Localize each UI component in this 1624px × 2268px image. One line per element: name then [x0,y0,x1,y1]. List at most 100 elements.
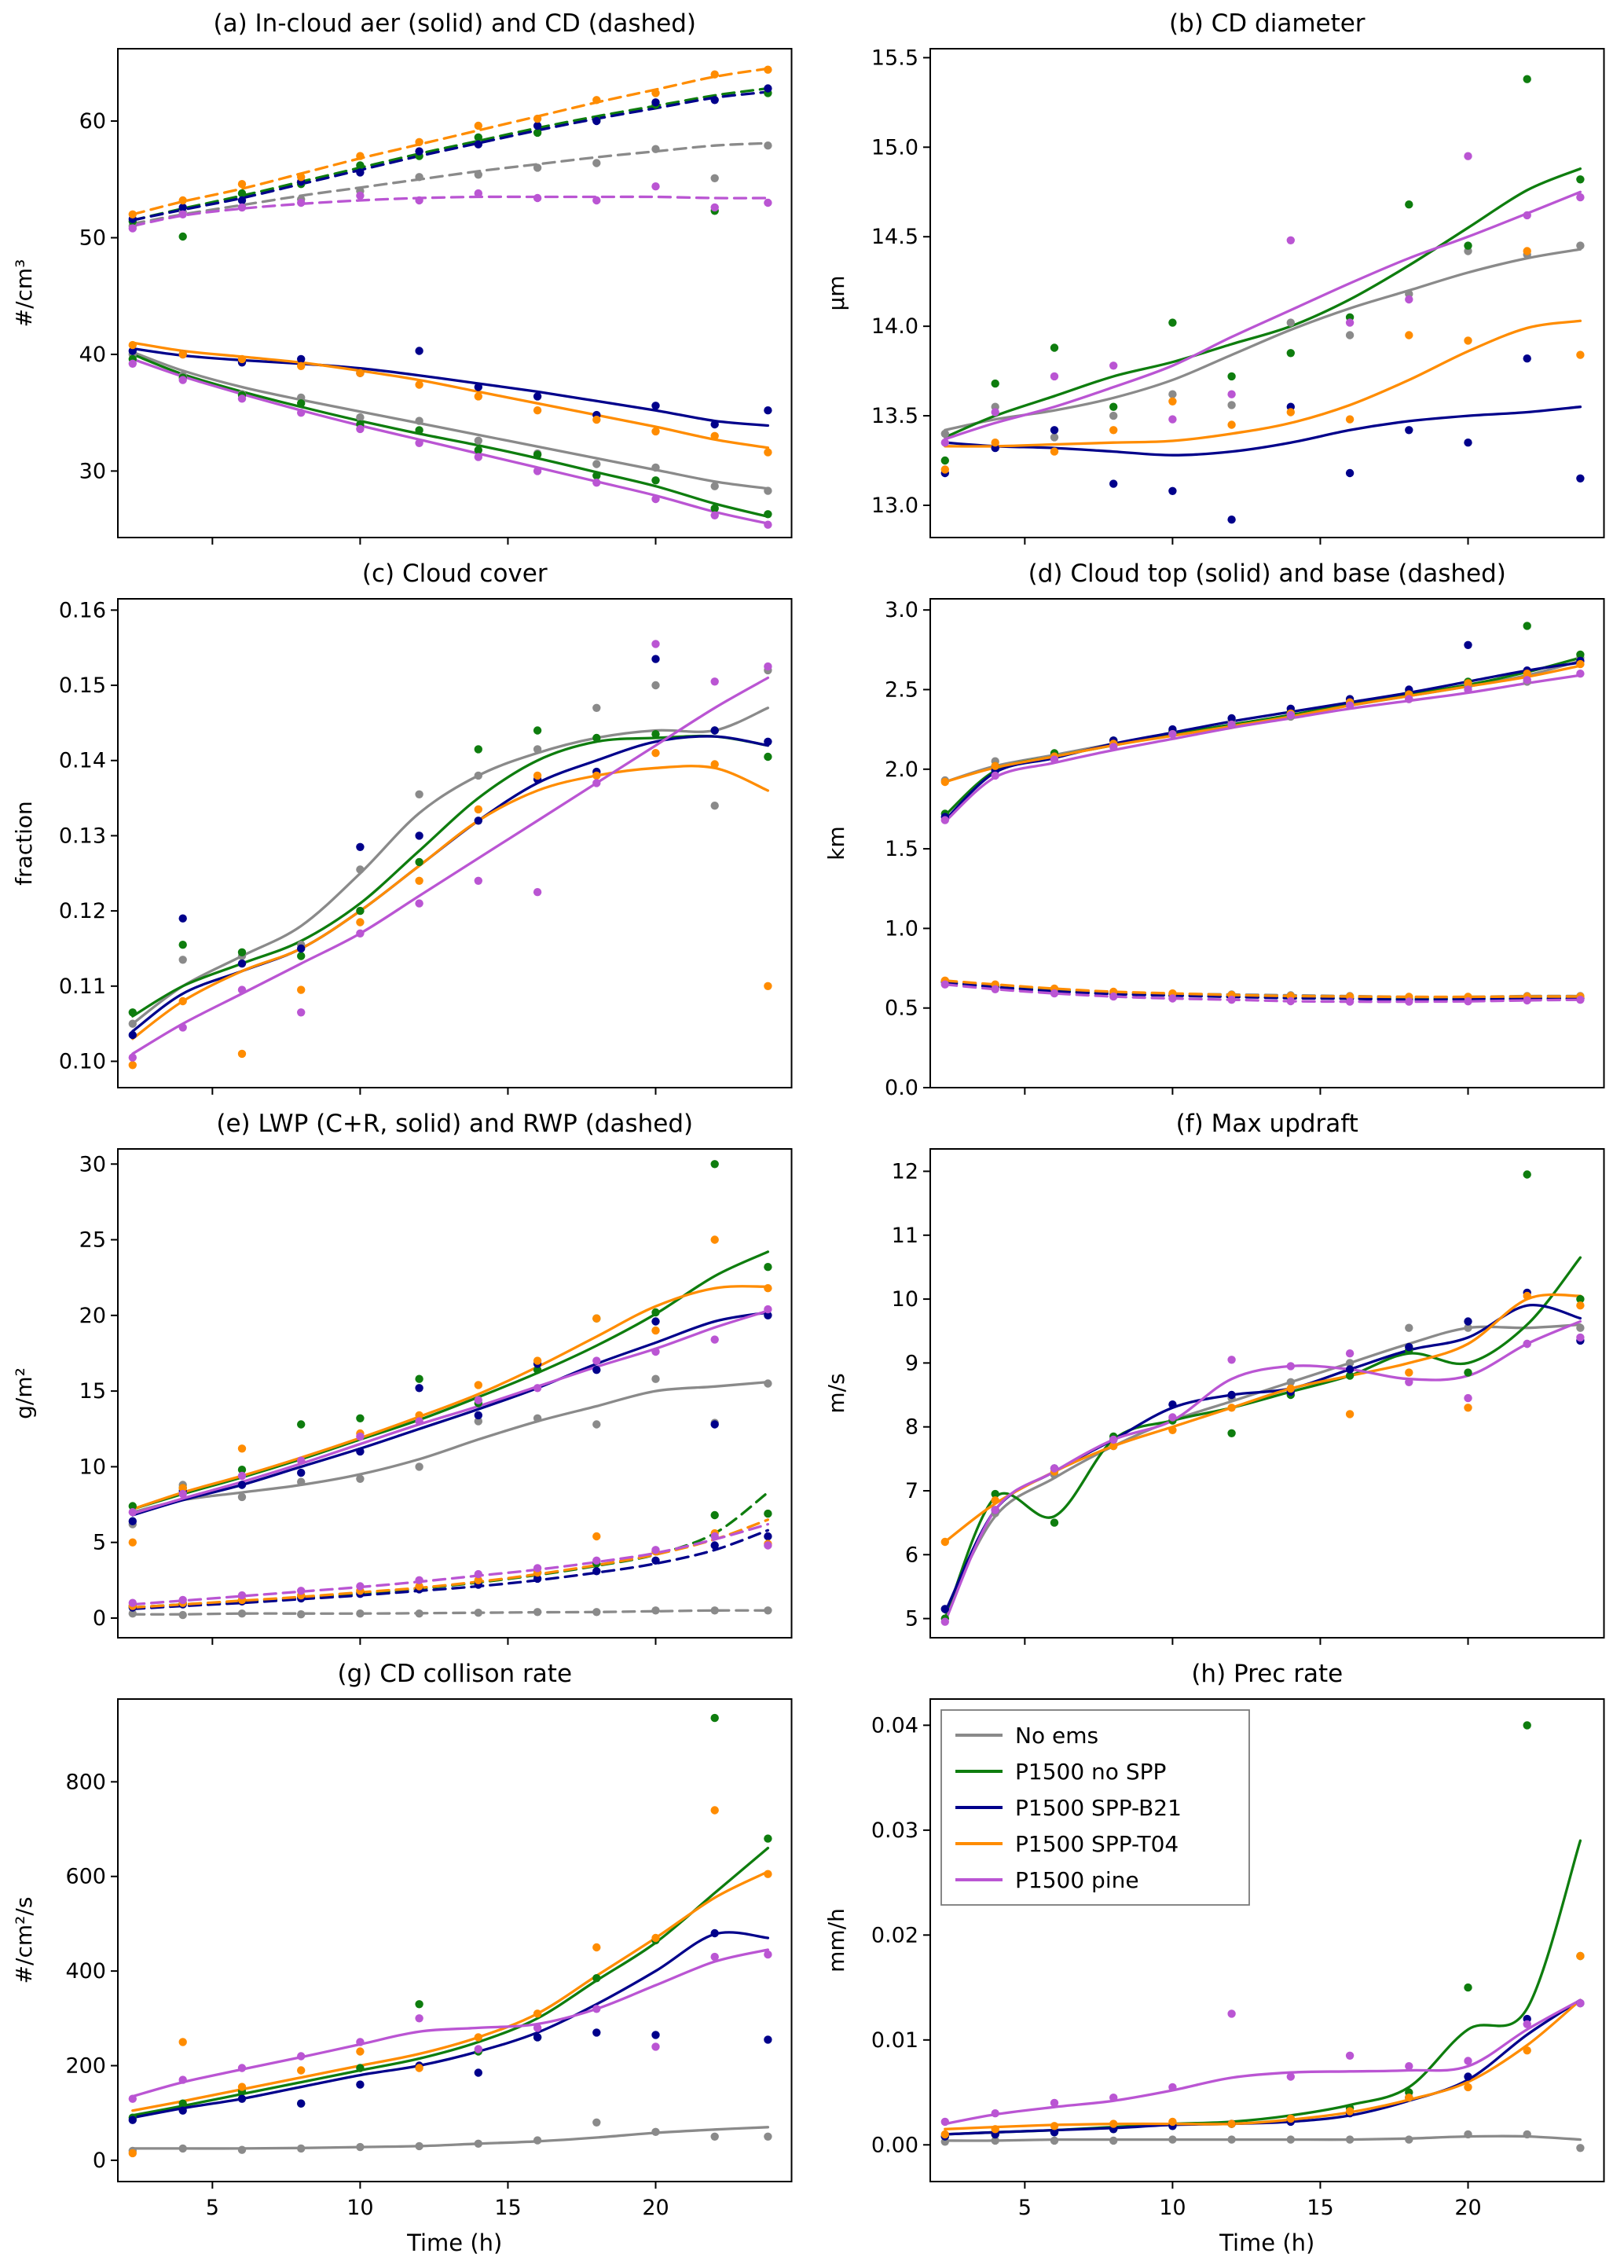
data-point-p1500-spp-t04 [991,1496,999,1505]
data-point-p1500-spp-b21-cd [592,116,601,126]
series-line-p1500-spp-b21 [131,1931,770,2119]
data-point-p1500-spp-b21-aer [474,383,482,391]
data-point-p1500-spp-t04-aer [237,354,247,364]
data-point-no-ems [474,771,482,780]
y-tick-label: 2.0 [885,758,918,782]
data-point-p1500-pine [651,2042,660,2051]
data-point-p1500-pine [1404,1378,1413,1386]
data-point-p1500-spp-b21 [1109,479,1117,488]
data-point-p1500-spp-t04 [1286,1384,1295,1393]
data-point-p1500-spp-b21 [237,2094,247,2103]
series-line-p1500-spp-b21-rwp [131,1529,770,1611]
panel-c: (c) Cloud cover 0.10 0.11 0.12 0.13 0.14 0.15 0… [0,550,812,1100]
series-line-p1500-spp-t04 [943,1293,1582,1543]
data-point-p1500-spp-t04-lwp [764,1284,772,1293]
data-point-p1500-spp-t04 [651,749,660,758]
data-point-p1500-pine-rwp [356,1582,365,1591]
data-point-p1500-spp-t04 [651,1933,660,1943]
data-point-p1500-pine-cd [533,193,542,203]
y-tick-label: 9 [904,1351,918,1375]
data-point-p1500-pine-base [1523,996,1531,1005]
series-line-p1500-spp-b21-lwp [131,1311,770,1517]
data-point-no-ems-aer [592,460,601,468]
data-point-no-ems-aer [297,393,306,402]
data-point-p1500-spp-b21 [297,944,306,953]
data-point-p1500-pine [1226,390,1236,398]
data-point-p1500-no-spp [237,948,247,956]
data-point-p1500-pine [1168,2083,1177,2092]
data-point-p1500-pine-base [1226,996,1236,1004]
data-point-p1500-pine [1226,2009,1236,2018]
panel-g: (g) CD collison rate 0 200 400 600 800 5 10 15 20… [0,1650,812,2268]
data-point-p1500-spp-b21-lwp [356,1447,365,1456]
data-point-p1500-spp-b21-rwp [710,1541,719,1550]
data-point-p1500-spp-t04 [1168,397,1177,406]
x-tick-label: 20 [1454,2196,1481,2220]
data-point-p1500-spp-t04-lwp [415,1411,423,1420]
data-point-p1500-no-spp [1404,200,1413,209]
data-point-p1500-pine-top [1345,701,1354,710]
plot-border [929,48,1604,538]
data-point-p1500-spp-t04-lwp [533,1356,542,1365]
data-point-p1500-no-spp [1226,1429,1236,1437]
data-point-p1500-pine [1168,1413,1177,1422]
y-tick-label: 800 [65,1770,106,1794]
data-point-p1500-spp-t04 [474,2033,482,2042]
legend-label: P1500 SPP-B21 [1015,1795,1182,1821]
data-point-p1500-spp-t04-aer [356,369,365,377]
data-point-p1500-spp-t04-cd [297,173,306,182]
data-point-p1500-pine-base [1168,994,1177,1003]
data-point-p1500-pine-rwp [651,1546,660,1554]
data-point-no-ems [1226,2135,1236,2144]
data-point-p1500-spp-t04-aer [533,406,542,415]
data-point-p1500-no-spp [1286,349,1295,358]
series-line-p1500-spp-b21 [943,406,1582,457]
data-point-p1500-pine-cd [474,189,482,198]
data-point-p1500-no-spp-aer [297,399,306,408]
data-point-p1500-spp-t04-top [1463,679,1472,688]
data-point-p1500-spp-b21 [1404,1342,1413,1352]
data-point-p1500-pine-lwp [592,1356,601,1365]
data-point-p1500-no-spp [128,1008,137,1017]
series-line-p1500-no-spp-cd [131,86,770,222]
data-point-p1500-no-spp [1050,343,1058,352]
data-point-p1500-no-spp [297,952,306,960]
chart-c: (c) Cloud cover 0.10 0.11 0.12 0.13 0.14 0.15 0… [11,560,793,1095]
panel-title: (c) Cloud cover [362,560,548,588]
data-point-p1500-no-spp [178,2099,187,2108]
x-axis-label: Time (h) [406,2229,502,2256]
data-point-p1500-spp-b21 [651,655,660,663]
data-point-p1500-spp-b21 [651,2031,660,2039]
data-point-p1500-pine [356,929,365,938]
data-point-p1500-spp-b21-cd [178,203,187,212]
data-point-p1500-pine [1109,1435,1117,1444]
y-tick-label: 20 [79,1304,106,1328]
data-point-p1500-pine-aer [356,424,365,434]
data-point-p1500-spp-t04 [1109,426,1117,435]
data-point-p1500-no-spp [1523,1721,1531,1730]
data-point-p1500-pine [1345,2051,1354,2060]
data-point-p1500-spp-b21-aer [128,347,137,355]
data-point-p1500-spp-t04 [1345,2107,1354,2116]
data-point-p1500-no-spp-aer [474,446,482,454]
y-axis-label: #/cm²/s [11,1897,37,1984]
data-point-p1500-pine [940,439,949,447]
data-point-p1500-pine [1286,2072,1295,2081]
data-point-p1500-spp-b21 [356,842,365,851]
data-point-p1500-no-spp [940,456,949,465]
data-point-p1500-pine-lwp [415,1417,423,1426]
data-point-p1500-no-spp-aer [764,510,772,519]
y-tick-label: 30 [79,459,106,483]
chart-b: (b) CD diameter 13.0 13.5 14.0 14.5 15.0 15.5 µ… [823,9,1604,545]
y-tick-label: 8 [904,1415,918,1440]
data-point-no-ems [533,745,542,754]
data-point-p1500-no-spp [178,941,187,949]
data-point-p1500-spp-t04-aer [651,427,660,436]
y-tick-label: 50 [79,226,106,250]
panel-title: (f) Max updraft [1175,1110,1358,1138]
data-point-no-ems [764,2132,772,2141]
panel-e: (e) LWP (C+R, solid) and RWP (dashed) 0 5 1… [0,1100,812,1650]
data-point-p1500-spp-b21 [1523,354,1531,363]
data-point-p1500-no-spp-aer [415,426,423,435]
data-point-p1500-spp-t04-cd [415,138,423,146]
